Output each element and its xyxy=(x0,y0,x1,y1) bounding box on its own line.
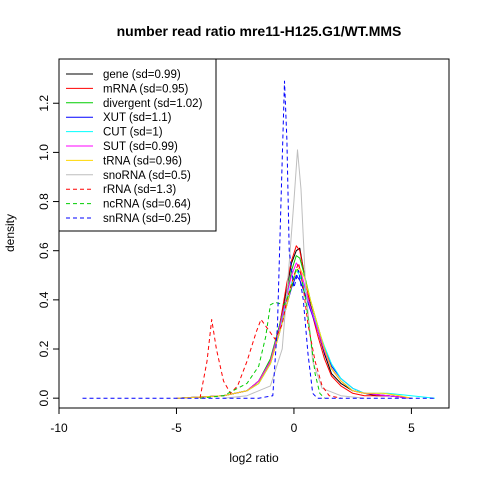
legend-box xyxy=(58,58,217,232)
legend-label: XUT (sd=1.1) xyxy=(103,112,172,124)
series-line xyxy=(199,267,325,399)
legend-label: divergent (sd=1.02) xyxy=(103,98,203,110)
series-line xyxy=(176,247,412,399)
legend-label: mRNA (sd=0.95) xyxy=(103,83,188,95)
series-line xyxy=(199,262,342,399)
legend-label: CUT (sd=1) xyxy=(103,127,163,139)
y-axis-label: density xyxy=(3,214,17,252)
legend-label: rRNA (sd=1.3) xyxy=(103,184,176,196)
legend: gene (sd=0.99) mRNA (sd=0.95) divergent (s… xyxy=(66,69,203,225)
series-line xyxy=(176,274,412,399)
legend-label: tRNA (sd=0.96) xyxy=(103,155,182,167)
legend-label: gene (sd=0.99) xyxy=(103,69,181,81)
y-tick-label: 1.2 xyxy=(37,95,51,112)
x-tick-label: 5 xyxy=(408,421,415,435)
series-line xyxy=(82,80,435,399)
x-tick-label: -5 xyxy=(171,421,182,435)
series-line xyxy=(223,149,365,399)
y-tick-label: 0.0 xyxy=(37,390,51,407)
axes: -10 -5 0 5 0.0 0.2 0.4 0.6 0.8 1.0 1.2 xyxy=(37,95,415,435)
legend-label: snRNA (sd=0.25) xyxy=(103,213,191,225)
y-tick-label: 1.0 xyxy=(37,144,51,161)
y-tick-label: 0.8 xyxy=(37,193,51,210)
legend-label: snoRNA (sd=0.5) xyxy=(103,170,191,182)
x-axis-label: log2 ratio xyxy=(229,451,279,465)
series-line xyxy=(176,262,412,399)
x-tick-label: 0 xyxy=(291,421,298,435)
legend-label: ncRNA (sd=0.64) xyxy=(103,199,191,211)
y-tick-label: 0.2 xyxy=(37,340,51,357)
chart-title: number read ratio mre11-H125.G1/WT.MMS xyxy=(117,23,402,39)
series-layer xyxy=(82,80,435,399)
y-tick-label: 0.4 xyxy=(37,291,51,308)
x-tick-label: -10 xyxy=(50,421,68,435)
y-tick-label: 0.6 xyxy=(37,242,51,259)
series-line xyxy=(176,267,412,399)
legend-label: SUT (sd=0.99) xyxy=(103,141,178,153)
